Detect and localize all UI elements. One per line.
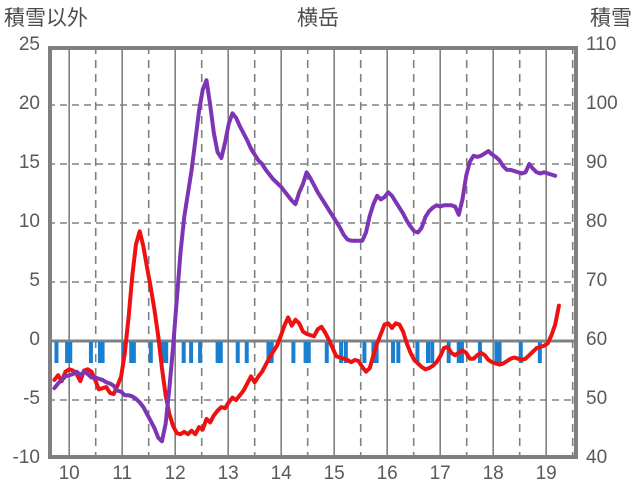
x-tick-3: 13 (217, 463, 239, 484)
event-markers (54, 342, 542, 363)
left-axis-title: 積雪以外 (4, 7, 88, 30)
x-tick-0: 10 (58, 463, 80, 484)
x-tick-1: 11 (112, 463, 133, 484)
y-tick-right-1: 100 (586, 93, 618, 114)
y-tick-right-6: 50 (586, 388, 608, 409)
y-tick-left-4: 5 (29, 270, 40, 291)
y-tick-left-5: 0 (29, 329, 40, 350)
x-tick-5: 15 (323, 463, 345, 484)
right-axis-title: 積雪 (590, 7, 632, 30)
y-tick-left-6: -5 (23, 388, 40, 409)
x-tick-6: 16 (376, 463, 398, 484)
x-tick-4: 14 (270, 463, 292, 484)
y-tick-right-7: 40 (586, 447, 608, 468)
x-tick-7: 17 (429, 463, 451, 484)
chart-canvas (48, 46, 578, 459)
y-tick-right-5: 60 (586, 329, 608, 350)
chart-title: 横岳 (297, 7, 339, 30)
x-tick-8: 18 (482, 463, 504, 484)
y-tick-right-2: 90 (586, 152, 608, 173)
x-tick-2: 12 (164, 463, 186, 484)
y-tick-left-3: 10 (18, 211, 40, 232)
y-tick-left-0: 25 (18, 34, 40, 55)
y-tick-left-2: 15 (18, 152, 40, 173)
y-tick-right-3: 80 (586, 211, 608, 232)
y-tick-right-4: 70 (586, 270, 608, 291)
y-tick-right-0: 110 (586, 34, 617, 55)
series-lines (52, 78, 561, 444)
y-tick-left-1: 20 (18, 93, 40, 114)
x-tick-9: 19 (535, 463, 557, 484)
y-tick-left-7: -10 (12, 447, 40, 468)
